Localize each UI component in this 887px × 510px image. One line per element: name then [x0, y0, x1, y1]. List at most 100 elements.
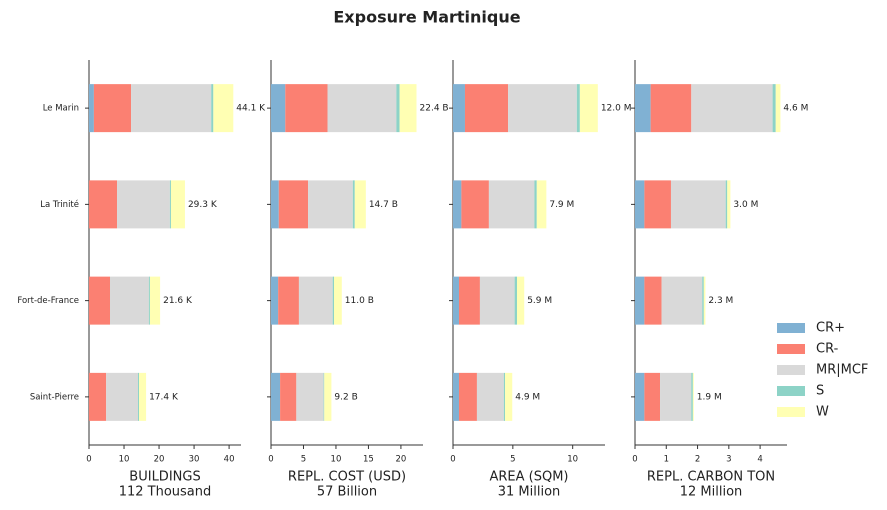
x-tick-label: 2	[695, 455, 700, 465]
bar-total-label: 1.9 M	[697, 392, 722, 402]
bar-segment	[772, 84, 776, 133]
bar-total-label: 29.3 K	[188, 200, 218, 210]
bar-segment	[89, 276, 111, 325]
x-tick-label: 0	[450, 455, 455, 465]
bar-segment	[396, 84, 400, 133]
legend-label: CR+	[816, 321, 845, 336]
bar-segment	[354, 180, 366, 229]
bar-segment	[271, 276, 279, 325]
bar-segment	[453, 84, 465, 133]
x-tick-label: 0	[632, 455, 637, 465]
bar-segment	[170, 180, 185, 229]
bar-segment	[479, 276, 515, 325]
y-tick-label: Le Marin	[43, 104, 79, 114]
bar-segment	[106, 372, 139, 421]
bar-segment	[534, 180, 537, 229]
bar-segment	[296, 372, 324, 421]
x-tick-label: 20	[396, 455, 407, 465]
y-tick-label: La Trinité	[40, 199, 79, 210]
bar-total-label: 44.1 K	[236, 104, 266, 114]
bar-segment	[139, 372, 147, 421]
x-tick-label: 0	[86, 455, 91, 465]
bar-segment	[89, 180, 118, 229]
x-axis-label: BUILDINGS	[129, 470, 200, 485]
bar-segment	[660, 372, 692, 421]
bar-segment	[453, 180, 462, 229]
bar-total-label: 21.6 K	[163, 296, 193, 306]
x-tick-label: 1	[664, 455, 669, 465]
bar-total-label: 12.0 M	[601, 104, 632, 114]
bar-segment	[635, 180, 645, 229]
bar-segment	[461, 180, 489, 229]
bar-total-label: 22.4 B	[420, 104, 449, 114]
x-axis-label: REPL. CARBON TON	[647, 470, 775, 485]
bar-segment	[271, 372, 281, 421]
bar-segment	[280, 372, 297, 421]
legend-label: MR|MCF	[816, 363, 868, 378]
bar-segment	[536, 180, 547, 229]
chart-title: Exposure Martinique	[333, 8, 520, 27]
bar-segment	[517, 276, 525, 325]
bar-segment	[635, 84, 651, 133]
bar-segment	[278, 180, 309, 229]
legend-label: W	[816, 405, 829, 420]
bar-segment	[670, 180, 726, 229]
x-axis-label: REPL. COST (USD)	[288, 470, 406, 485]
bar-segment	[352, 180, 355, 229]
bar-segment	[702, 276, 704, 325]
legend-label: CR-	[816, 342, 839, 357]
bar-segment	[644, 180, 671, 229]
bar-segment	[89, 372, 107, 421]
bar-total-label: 4.6 M	[783, 104, 808, 114]
x-tick-label: 10	[119, 455, 130, 465]
bar-segment	[334, 276, 342, 325]
bar-segment	[692, 372, 694, 421]
bar-total-label: 3.0 M	[733, 200, 758, 210]
bar-segment	[327, 84, 397, 133]
bar-segment	[89, 84, 94, 133]
bar-segment	[644, 372, 661, 421]
bar-segment	[476, 372, 504, 421]
bar-segment	[505, 372, 513, 421]
bar-segment	[324, 372, 332, 421]
x-axis-label: 12 Million	[680, 485, 743, 500]
bar-segment	[650, 84, 692, 133]
bar-segment	[644, 276, 662, 325]
bar-segment	[458, 372, 477, 421]
bar-segment	[271, 84, 286, 133]
y-tick-label: Fort-de-France	[17, 296, 79, 306]
bar-segment	[775, 84, 781, 133]
x-tick-label: 40	[224, 455, 235, 465]
bar-segment	[110, 276, 149, 325]
bar-segment	[271, 180, 279, 229]
legend-swatch	[777, 344, 805, 354]
x-tick-label: 5	[510, 455, 515, 465]
bar-segment	[169, 180, 171, 229]
bar-segment	[285, 84, 328, 133]
bar-segment	[579, 84, 598, 133]
bar-total-label: 5.9 M	[527, 296, 552, 306]
bar-segment	[727, 180, 731, 229]
bar-segment	[703, 276, 706, 325]
bar-segment	[691, 84, 773, 133]
x-tick-label: 4	[757, 455, 762, 465]
bar-segment	[138, 372, 140, 421]
bar-segment	[453, 372, 459, 421]
x-tick-label: 3	[726, 455, 731, 465]
bar-segment	[488, 180, 535, 229]
x-tick-label: 5	[301, 455, 306, 465]
bar-segment	[332, 276, 335, 325]
bar-segment	[464, 84, 509, 133]
bar-total-label: 9.2 B	[334, 392, 357, 402]
bar-segment	[635, 372, 645, 421]
bar-segment	[93, 84, 132, 133]
bar-total-label: 17.4 K	[149, 392, 179, 402]
bar-segment	[308, 180, 353, 229]
x-axis-label: 112 Thousand	[119, 485, 212, 500]
bar-segment	[131, 84, 212, 133]
bar-segment	[399, 84, 417, 133]
bar-segment	[323, 372, 325, 421]
x-tick-label: 30	[189, 455, 200, 465]
